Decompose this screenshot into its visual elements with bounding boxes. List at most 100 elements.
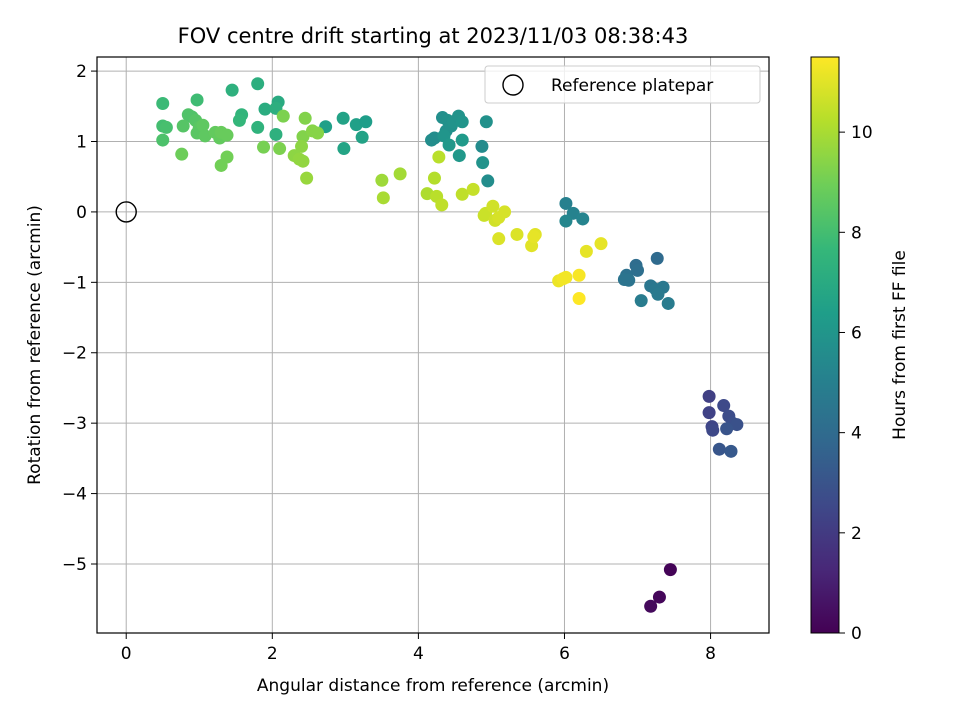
scatter-point [651, 287, 665, 301]
scatter-point [442, 138, 456, 152]
scatter-point [712, 442, 726, 456]
scatter-point [258, 102, 272, 116]
x-tick-label: 0 [121, 644, 132, 664]
scatter-point [375, 173, 389, 187]
scatter-point [498, 205, 512, 219]
scatter-point [269, 127, 283, 141]
colorbar-tick-label: 4 [851, 424, 862, 444]
scatter-point [190, 93, 204, 107]
scatter-point [730, 418, 744, 432]
scatter-point [650, 251, 664, 265]
scatter-point [295, 139, 309, 153]
scatter-point [479, 115, 493, 129]
scatter-point [717, 399, 731, 413]
scatter-point [296, 154, 310, 168]
scatter-point [296, 130, 310, 144]
plot-frame [96, 56, 770, 634]
y-axis-ticks: −5 −4 −3 −2 −1 0 1 2 [62, 62, 97, 575]
scatter-point [300, 171, 314, 185]
colorbar-tick-label: 6 [851, 323, 862, 343]
y-tick-label: −4 [62, 485, 87, 505]
scatter-point [527, 230, 541, 244]
scatter-point [475, 139, 489, 153]
scatter-point [476, 156, 490, 170]
scatter-point [359, 115, 373, 129]
scatter-point [214, 158, 228, 172]
scatter-point [273, 142, 287, 156]
legend-label-reference: Reference platepar [551, 76, 713, 96]
scatter-point [337, 142, 351, 156]
colorbar-ticks: 0 2 4 6 8 10 [839, 123, 873, 644]
scatter-point [572, 292, 586, 306]
scatter-point [576, 212, 590, 226]
scatter-point [644, 599, 658, 613]
scatter-point [706, 423, 720, 437]
colorbar-tick-label: 0 [851, 624, 862, 644]
grid [97, 57, 769, 633]
scatter-point [159, 120, 173, 134]
scatter-point [220, 128, 234, 142]
colorbar: 0 2 4 6 8 10 Hours from first FF file [810, 56, 910, 644]
y-tick-label: 1 [76, 132, 87, 152]
scatter-point [251, 77, 265, 91]
y-tick-label: −5 [62, 555, 87, 575]
x-tick-label: 8 [705, 644, 716, 664]
scatter-point [634, 294, 648, 308]
colorbar-tick-label: 10 [851, 123, 873, 143]
reference-platepar-marker [115, 201, 137, 223]
legend: Reference platepar [484, 65, 761, 104]
y-tick-label: 0 [76, 203, 87, 223]
scatter-point [622, 273, 636, 287]
y-tick-label: −1 [62, 273, 87, 293]
scatter-point [455, 187, 469, 201]
x-tick-label: 6 [559, 644, 570, 664]
scatter-point [175, 147, 189, 161]
x-tick-label: 2 [267, 644, 278, 664]
scatter-point [652, 590, 666, 604]
scatter-point [393, 167, 407, 181]
scatter-point [663, 563, 677, 577]
scatter-point [298, 111, 312, 125]
scatter-point [376, 191, 390, 205]
scatter-point [486, 199, 500, 213]
scatter-point [724, 444, 738, 458]
scatter-point [481, 174, 495, 188]
y-tick-label: −2 [62, 344, 87, 364]
scatter-point [510, 227, 524, 241]
scatter-point [336, 111, 350, 125]
x-axis-ticks: 0 2 4 6 8 [121, 633, 716, 664]
legend-marker-reference [502, 74, 524, 96]
colorbar-label: Hours from first FF file [890, 250, 910, 440]
scatter-point [572, 268, 586, 282]
scatter-point [427, 171, 441, 185]
scatter-point [156, 133, 170, 147]
y-axis-label: Rotation from reference (arcmin) [25, 205, 45, 485]
scatter-point [466, 182, 480, 196]
scatter-point [196, 118, 210, 132]
scatter-point [251, 120, 265, 134]
scatter-points [115, 77, 744, 613]
y-tick-label: 2 [76, 62, 87, 82]
scatter-point [257, 140, 271, 154]
scatter-point [559, 196, 573, 210]
scatter-point [702, 389, 716, 403]
x-tick-label: 4 [413, 644, 424, 664]
scatter-point [720, 422, 734, 436]
scatter-point [559, 214, 573, 228]
scatter-point [452, 149, 466, 163]
scatter-point [661, 296, 675, 310]
colorbar-tick-label: 8 [851, 223, 862, 243]
scatter-point [355, 130, 369, 144]
scatter-point [276, 109, 290, 123]
scatter-point [631, 263, 645, 277]
scatter-point [232, 113, 246, 127]
x-axis-label: Angular distance from reference (arcmin) [257, 676, 609, 696]
scatter-point [702, 406, 716, 420]
scatter-point [225, 83, 239, 97]
scatter-point [455, 115, 469, 129]
scatter-point [176, 119, 190, 133]
scatter-point [579, 244, 593, 258]
colorbar-gradient [810, 56, 840, 634]
scatter-point [594, 237, 608, 251]
